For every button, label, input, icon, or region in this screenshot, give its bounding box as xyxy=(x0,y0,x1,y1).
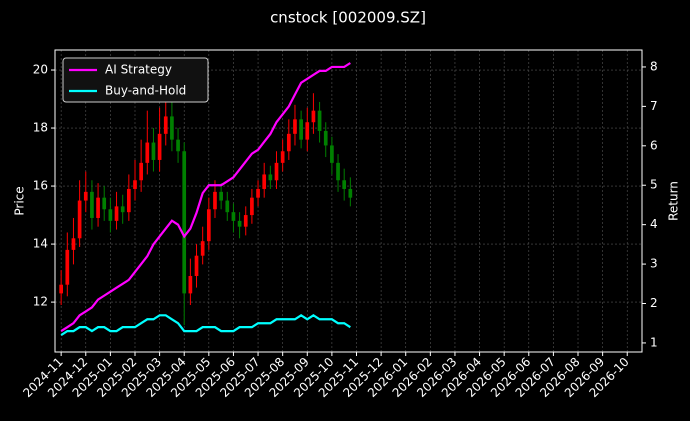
candle-body xyxy=(83,191,88,201)
candle-body xyxy=(250,197,254,216)
candle-body xyxy=(323,130,328,146)
candle-body xyxy=(170,116,174,140)
candle-body xyxy=(200,241,205,256)
candle-body xyxy=(213,191,217,210)
y-tick-label: 16 xyxy=(33,179,48,193)
candle-body xyxy=(108,209,113,221)
candle-body xyxy=(256,188,260,198)
candle-body xyxy=(311,110,316,123)
candle-body xyxy=(182,151,187,294)
chart-title: cnstock [002009.SZ] xyxy=(270,9,426,27)
candle-body xyxy=(120,206,125,213)
return-line xyxy=(60,314,351,336)
y2-tick-label: 3 xyxy=(650,257,658,271)
candle-body xyxy=(188,275,193,294)
candle-body xyxy=(237,220,242,227)
y2-tick-label: 6 xyxy=(650,138,658,152)
candle-body xyxy=(342,180,347,189)
candle-body xyxy=(65,249,70,285)
y2-tick-label: 4 xyxy=(650,217,658,231)
y2-tick-label: 8 xyxy=(650,59,658,73)
candle-body xyxy=(102,197,107,210)
y2-tick-label: 2 xyxy=(650,296,658,310)
candle-body xyxy=(139,162,143,181)
legend-label: Buy-and-Hold xyxy=(105,84,186,98)
candle-body xyxy=(145,142,150,163)
y-axis-label: Price xyxy=(13,186,27,215)
candle-body xyxy=(348,188,353,198)
candle-body xyxy=(59,284,63,294)
candle-body xyxy=(293,119,297,134)
legend-box xyxy=(62,57,209,103)
candle-body xyxy=(305,122,310,140)
y-tick-label: 20 xyxy=(33,63,48,77)
candle-body xyxy=(330,145,334,163)
candle-body xyxy=(163,116,168,134)
return-line xyxy=(60,62,351,333)
candle-body xyxy=(336,162,340,181)
y2-axis-label: Return xyxy=(667,181,681,221)
candle-body xyxy=(274,162,279,181)
y2-tick-label: 5 xyxy=(650,178,658,192)
y-tick-label: 18 xyxy=(33,121,48,135)
candle-body xyxy=(71,238,76,250)
candle-body xyxy=(176,139,180,152)
candle-body xyxy=(280,151,285,163)
candle-body xyxy=(114,206,119,221)
candle-body xyxy=(225,200,230,213)
candle-body xyxy=(268,174,273,181)
candle-body xyxy=(157,133,162,160)
candle-body xyxy=(194,255,199,276)
candle-body xyxy=(219,191,223,201)
y2-tick-label: 1 xyxy=(650,335,658,349)
candle-body xyxy=(286,133,291,152)
plot-frame xyxy=(54,49,643,353)
legend-label: AI Strategy xyxy=(105,63,172,77)
candle-body xyxy=(317,110,322,131)
candle-body xyxy=(90,191,94,218)
candle-body xyxy=(151,142,156,160)
candle-body xyxy=(262,174,267,189)
candle-body xyxy=(206,209,211,242)
candle-body xyxy=(96,197,100,218)
candle-body xyxy=(133,180,137,189)
candle-body xyxy=(231,212,236,221)
candle-body xyxy=(243,215,248,227)
y-tick-label: 12 xyxy=(33,295,48,309)
y-tick-label: 14 xyxy=(33,237,48,251)
candle-body xyxy=(126,188,131,213)
candle-body xyxy=(299,119,303,140)
candle-body xyxy=(77,200,82,239)
y2-tick-label: 7 xyxy=(650,99,658,113)
